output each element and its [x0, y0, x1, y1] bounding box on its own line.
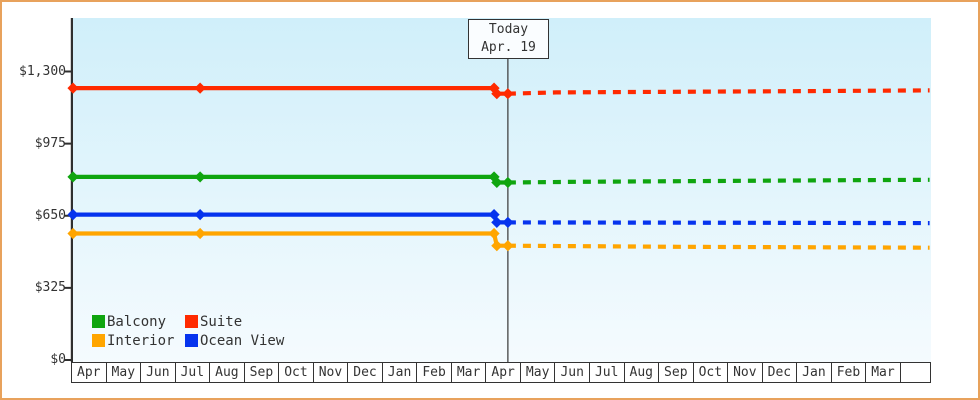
month-label-apr: Apr — [486, 363, 521, 382]
series-forecast-line-balcony — [507, 177, 930, 185]
month-label-aug: Aug — [210, 363, 245, 382]
data-point-marker-ocean-view — [194, 209, 206, 221]
legend-swatch-icon — [185, 315, 198, 328]
data-point-marker-suite — [502, 88, 514, 100]
legend-item-suite: Suite — [185, 312, 284, 331]
month-cell-empty — [901, 363, 930, 382]
x-axis-month-row: Apr May Jun Jul Aug Sep Oct Nov Dec Jan Feb Mar Apr M… — [71, 362, 931, 383]
series-forecast-line-ocean-view — [507, 220, 930, 226]
month-label-dec: Dec — [763, 363, 798, 382]
month-label-feb: Feb — [417, 363, 452, 382]
y-axis-label: $1,300 — [19, 63, 66, 79]
data-point-marker-interior — [67, 227, 79, 240]
today-date: Apr. 19 — [481, 40, 536, 55]
data-point-marker-balcony — [491, 176, 503, 189]
month-label-may: May — [521, 363, 556, 382]
month-label-nov: Nov — [314, 363, 349, 382]
month-label-may: May — [107, 363, 142, 382]
legend-label: Suite — [200, 313, 243, 330]
month-label-feb: Feb — [832, 363, 867, 382]
legend-item-balcony: Balcony — [92, 312, 185, 331]
month-label-dec: Dec — [348, 363, 383, 382]
month-label-jan: Jan — [383, 363, 418, 382]
month-label-oct: Oct — [694, 363, 729, 382]
month-label-jul: Jul — [590, 363, 625, 382]
data-point-marker-ocean-view — [502, 216, 514, 229]
month-label-jun: Jun — [141, 363, 176, 382]
legend-label: Balcony — [107, 313, 167, 330]
y-axis-label: $975 — [34, 135, 66, 151]
month-label-apr: Apr — [72, 363, 107, 382]
legend-item-interior: Interior — [92, 331, 185, 350]
data-point-marker-suite — [194, 82, 206, 94]
today-annotation-box: Today Apr. 19 — [468, 19, 549, 59]
data-point-marker-ocean-view — [67, 209, 79, 221]
legend-label: Interior — [107, 332, 175, 349]
data-point-marker-interior — [488, 227, 500, 240]
legend-swatch-icon — [92, 315, 105, 328]
month-label-sep: Sep — [245, 363, 280, 382]
y-axis-tick — [64, 142, 72, 145]
data-point-marker-ocean-view — [491, 216, 503, 229]
y-axis-tick — [64, 214, 72, 217]
y-axis-tick — [64, 70, 72, 73]
series-forecast-line-interior — [507, 243, 930, 250]
month-label-aug: Aug — [625, 363, 660, 382]
series-forecast-line-suite — [507, 88, 930, 96]
legend-item-ocean-view: Ocean View — [185, 331, 284, 350]
legend-swatch-icon — [185, 334, 198, 347]
y-axis-label: $0 — [50, 352, 66, 367]
month-label-nov: Nov — [728, 363, 763, 382]
y-axis-label: $650 — [34, 207, 66, 223]
data-point-marker-suite — [491, 88, 503, 100]
y-axis-labels: $0 $325 $650 $975 $1,300 — [0, 0, 66, 400]
y-axis-tick — [64, 359, 72, 361]
plot-background — [73, 18, 931, 362]
y-axis-label: $325 — [34, 279, 66, 295]
month-label-mar: Mar — [866, 363, 901, 382]
month-label-oct: Oct — [279, 363, 314, 382]
legend-swatch-icon — [92, 334, 105, 347]
y-axis-tick — [64, 286, 72, 289]
data-point-marker-balcony — [502, 176, 514, 189]
legend-label: Ocean View — [200, 332, 285, 349]
data-point-marker-interior — [502, 240, 514, 252]
data-point-marker-balcony — [67, 171, 79, 183]
month-label-jul: Jul — [176, 363, 211, 382]
legend: Balcony Suite Interior Ocean View — [92, 312, 284, 350]
data-point-marker-balcony — [194, 171, 206, 183]
month-label-jan: Jan — [797, 363, 832, 382]
month-label-jun: Jun — [555, 363, 590, 382]
data-point-marker-interior — [194, 227, 206, 240]
today-label: Today — [488, 22, 529, 37]
month-label-mar: Mar — [452, 363, 487, 382]
data-point-marker-suite — [67, 82, 79, 94]
month-label-sep: Sep — [659, 363, 694, 382]
y-axis-line — [70, 18, 73, 362]
data-point-marker-interior — [491, 240, 503, 252]
